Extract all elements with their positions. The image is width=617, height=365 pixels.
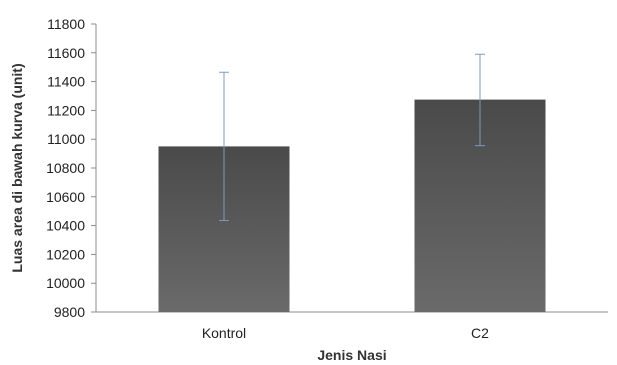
y-tick-label: 11200: [47, 102, 85, 118]
y-tick-label: 10200: [46, 246, 85, 262]
y-tick-label: 11800: [47, 16, 85, 32]
error-bars: [219, 53, 485, 222]
x-axis-title: Jenis Nasi: [317, 347, 386, 363]
y-tick-label: 10800: [46, 160, 85, 176]
x-category-label: Kontrol: [202, 325, 246, 341]
y-axis-ticks: 9800 10000 10200 10400 10600 10800 11000 11200 1…: [46, 16, 96, 320]
y-axis-title: Luas area di bawah kurva (unit): [9, 63, 25, 272]
y-tick-label: 11600: [47, 45, 85, 61]
x-axis-categories: Kontrol C2: [202, 325, 489, 341]
y-tick-label: 10400: [46, 218, 85, 234]
y-tick-label: 10000: [46, 275, 85, 291]
x-category-label: C2: [471, 325, 489, 341]
y-tick-label: 10600: [46, 189, 85, 205]
bars: [158, 99, 546, 312]
y-tick-label: 11400: [47, 74, 85, 90]
y-tick-label: 9800: [54, 304, 85, 320]
y-tick-label: 11000: [47, 131, 85, 147]
